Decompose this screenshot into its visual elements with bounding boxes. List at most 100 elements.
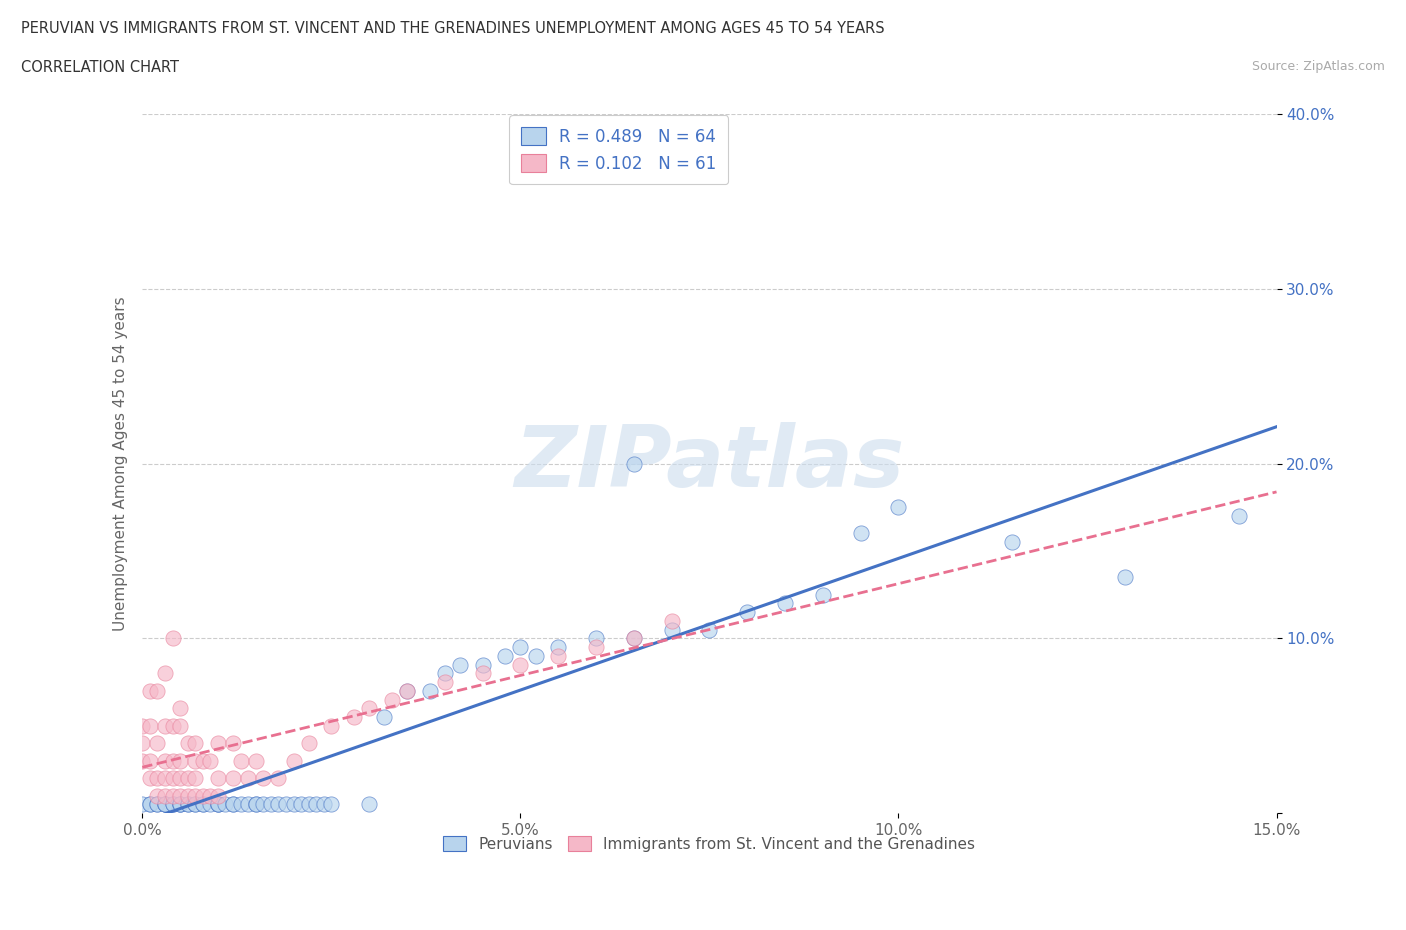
Point xyxy=(169,797,191,812)
Point xyxy=(222,736,245,751)
Point xyxy=(229,797,252,812)
Point xyxy=(153,797,176,812)
Point xyxy=(359,797,381,812)
Point xyxy=(343,710,366,724)
Point xyxy=(162,753,184,768)
Point xyxy=(146,684,169,698)
Point xyxy=(222,797,245,812)
Point xyxy=(321,797,343,812)
Point xyxy=(471,666,494,681)
Point xyxy=(585,640,607,655)
Point xyxy=(260,797,283,812)
Point xyxy=(162,797,184,812)
Point xyxy=(153,797,176,812)
Point xyxy=(238,797,260,812)
Point xyxy=(471,658,494,672)
Point xyxy=(433,674,456,689)
Point xyxy=(245,753,267,768)
Point xyxy=(395,684,418,698)
Point xyxy=(207,797,229,812)
Point xyxy=(547,648,569,663)
Point xyxy=(298,797,321,812)
Point xyxy=(699,622,721,637)
Point xyxy=(200,789,222,804)
Y-axis label: Unemployment Among Ages 45 to 54 years: Unemployment Among Ages 45 to 54 years xyxy=(114,297,128,631)
Point xyxy=(252,797,274,812)
Point xyxy=(184,797,207,812)
Legend: Peruvians, Immigrants from St. Vincent and the Grenadines: Peruvians, Immigrants from St. Vincent a… xyxy=(437,830,981,858)
Point xyxy=(207,736,229,751)
Point xyxy=(191,797,214,812)
Point xyxy=(146,797,169,812)
Point xyxy=(153,789,176,804)
Point xyxy=(146,797,169,812)
Point xyxy=(222,797,245,812)
Point xyxy=(146,736,169,751)
Point xyxy=(176,797,198,812)
Text: PERUVIAN VS IMMIGRANTS FROM ST. VINCENT AND THE GRENADINES UNEMPLOYMENT AMONG AG: PERUVIAN VS IMMIGRANTS FROM ST. VINCENT … xyxy=(21,21,884,36)
Point xyxy=(139,771,162,786)
Point xyxy=(176,789,198,804)
Point xyxy=(494,648,516,663)
Point xyxy=(131,753,153,768)
Point xyxy=(153,666,176,681)
Point xyxy=(169,771,191,786)
Point xyxy=(169,753,191,768)
Point xyxy=(773,596,796,611)
Text: Source: ZipAtlas.com: Source: ZipAtlas.com xyxy=(1251,60,1385,73)
Point xyxy=(267,771,290,786)
Point xyxy=(169,797,191,812)
Point xyxy=(381,692,404,707)
Point xyxy=(214,797,236,812)
Point xyxy=(290,797,312,812)
Text: ZIPatlas: ZIPatlas xyxy=(515,422,904,505)
Point xyxy=(184,736,207,751)
Point xyxy=(184,797,207,812)
Point xyxy=(229,753,252,768)
Point xyxy=(395,684,418,698)
Point xyxy=(274,797,297,812)
Point xyxy=(207,797,229,812)
Point xyxy=(359,701,381,716)
Point xyxy=(191,753,214,768)
Point xyxy=(449,658,471,672)
Point xyxy=(184,789,207,804)
Point xyxy=(1114,570,1136,585)
Point xyxy=(305,797,328,812)
Point xyxy=(661,614,683,629)
Point xyxy=(176,736,198,751)
Point xyxy=(162,718,184,733)
Point xyxy=(524,648,547,663)
Point xyxy=(1227,509,1250,524)
Point xyxy=(207,771,229,786)
Point xyxy=(191,797,214,812)
Point xyxy=(207,797,229,812)
Point xyxy=(735,604,758,619)
Point xyxy=(139,718,162,733)
Point xyxy=(146,789,169,804)
Point xyxy=(169,701,191,716)
Point xyxy=(184,753,207,768)
Point xyxy=(252,771,274,786)
Point xyxy=(153,718,176,733)
Point xyxy=(849,526,872,541)
Point xyxy=(139,797,162,812)
Point xyxy=(298,736,321,751)
Point xyxy=(176,797,198,812)
Point xyxy=(200,753,222,768)
Point xyxy=(169,789,191,804)
Point xyxy=(585,631,607,645)
Point xyxy=(222,771,245,786)
Text: CORRELATION CHART: CORRELATION CHART xyxy=(21,60,179,75)
Point xyxy=(169,797,191,812)
Point xyxy=(509,658,531,672)
Point xyxy=(162,771,184,786)
Point xyxy=(139,684,162,698)
Point xyxy=(283,753,305,768)
Point xyxy=(153,753,176,768)
Point xyxy=(419,684,441,698)
Point xyxy=(661,622,683,637)
Point xyxy=(153,797,176,812)
Point xyxy=(131,736,153,751)
Point xyxy=(283,797,305,812)
